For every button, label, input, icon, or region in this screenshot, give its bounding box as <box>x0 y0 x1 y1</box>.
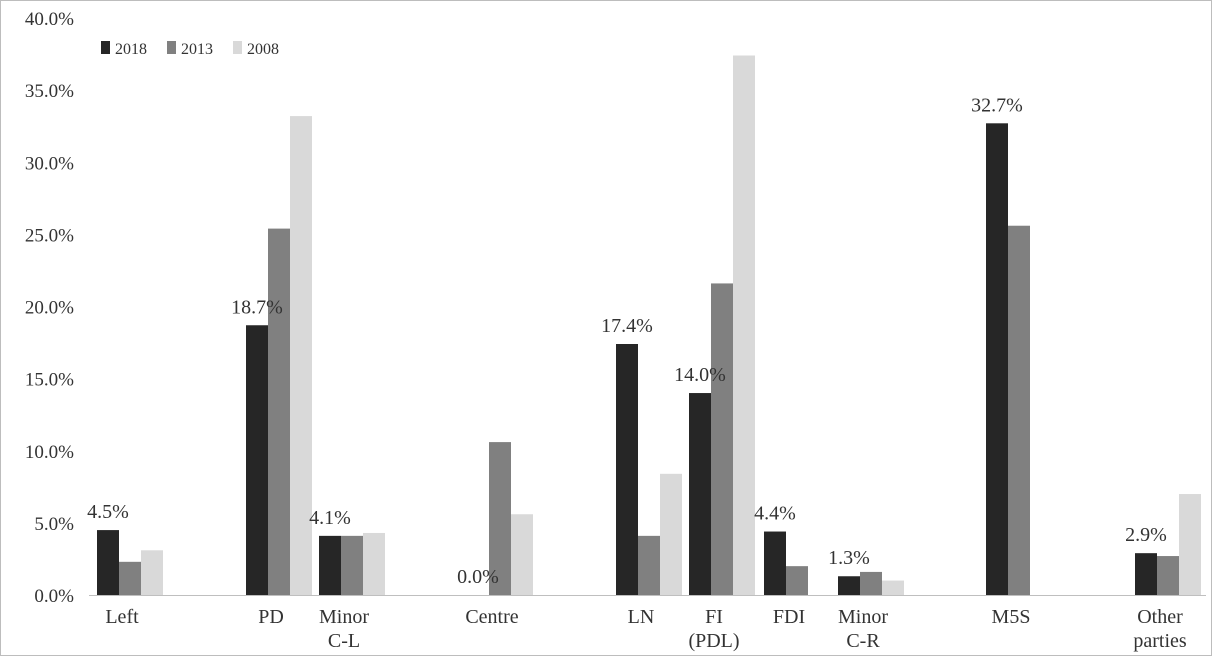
legend-swatch <box>167 41 176 54</box>
data-label-2018: 14.0% <box>674 364 726 386</box>
x-category-label: Other <box>1137 606 1183 628</box>
legend-label: 2008 <box>247 41 279 58</box>
y-tick-label: 35.0% <box>25 81 74 102</box>
bar-2008 <box>511 514 533 595</box>
data-label-2018: 4.1% <box>309 507 351 529</box>
bar-2008 <box>363 532 385 595</box>
legend-label: 2018 <box>115 41 147 58</box>
data-label-2018: 4.4% <box>754 503 796 525</box>
bar-2018 <box>319 535 341 595</box>
bar-2018 <box>764 531 786 595</box>
bar-2008 <box>290 116 312 595</box>
data-label-2018: 18.7% <box>231 296 283 318</box>
bar-2013 <box>489 442 511 595</box>
data-label-2018: 32.7% <box>971 94 1023 116</box>
legend-swatch <box>101 41 110 54</box>
y-tick-label: 25.0% <box>25 225 74 246</box>
x-category-label: Centre <box>465 606 518 628</box>
x-category-label: LN <box>628 606 655 628</box>
legend-label: 2013 <box>181 41 213 58</box>
x-category-label: C-L <box>328 630 360 652</box>
y-tick-label: 30.0% <box>25 153 74 174</box>
bar-2013 <box>1008 225 1030 595</box>
bar-2013 <box>638 535 660 595</box>
bar-2018 <box>246 325 268 595</box>
bar-2013 <box>268 228 290 596</box>
x-category-label: M5S <box>992 606 1031 628</box>
bar-2013 <box>341 535 363 595</box>
bar-2018 <box>1135 553 1157 595</box>
bar-2018 <box>97 530 119 595</box>
bar-2018 <box>838 576 860 595</box>
bar-2008 <box>660 473 682 595</box>
x-category-label: PD <box>258 606 284 628</box>
x-category-label: parties <box>1133 630 1187 652</box>
y-tick-label: 20.0% <box>25 298 74 319</box>
x-category-label: Minor <box>319 606 369 628</box>
bar-2008 <box>733 55 755 595</box>
data-label-2018: 17.4% <box>601 315 653 337</box>
y-tick-label: 0.0% <box>34 586 74 607</box>
bar-2013 <box>860 571 882 595</box>
x-category-label: FDI <box>773 606 805 628</box>
bar-2013 <box>119 561 141 595</box>
bar-2018 <box>689 393 711 595</box>
data-label-2018: 0.0% <box>457 566 499 588</box>
y-tick-label: 15.0% <box>25 370 74 391</box>
data-label-2018: 1.3% <box>828 547 870 569</box>
y-tick-label: 5.0% <box>34 514 74 535</box>
x-category-label: (PDL) <box>688 630 739 652</box>
data-label-2018: 4.5% <box>87 501 129 523</box>
bar-2008 <box>882 580 904 595</box>
bar-2008 <box>1179 494 1201 595</box>
data-label-2018: 2.9% <box>1125 524 1167 546</box>
legend-swatch <box>233 41 242 54</box>
bar-2013 <box>786 566 808 595</box>
bar-2018 <box>986 123 1008 596</box>
bar-2018 <box>616 344 638 595</box>
x-category-label: FI <box>705 606 723 628</box>
x-category-label: Minor <box>838 606 888 628</box>
y-tick-label: 40.0% <box>25 9 74 30</box>
bar-2013 <box>1157 556 1179 595</box>
bar-2013 <box>711 283 733 595</box>
y-tick-label: 10.0% <box>25 442 74 463</box>
bar-2008 <box>141 550 163 595</box>
x-category-label: C-R <box>846 630 880 652</box>
x-category-label: Left <box>105 606 139 628</box>
